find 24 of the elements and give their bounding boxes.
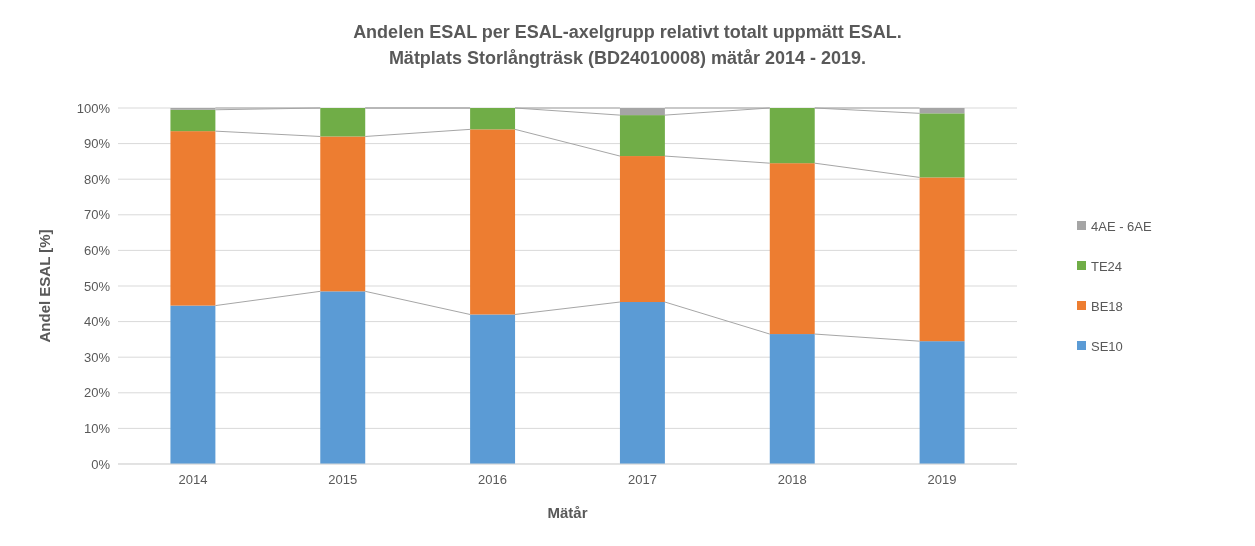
y-tick-label: 70%: [83, 207, 111, 223]
x-tick-label: 2015: [328, 472, 358, 487]
legend-label: BE18: [1091, 298, 1123, 314]
x-tick-label: 2018: [777, 472, 807, 487]
y-tick-label: 40%: [83, 314, 111, 330]
legend-label: SE10: [1091, 338, 1123, 354]
chart-title: Andelen ESAL per ESAL-axelgrupp relativt totalt uppmätt ESAL. Mätplats Storlångträsk (BD24010008) mätår 2014 - 2019.: [353, 22, 902, 68]
y-axis-title: Andel ESAL [%]: [36, 229, 53, 343]
legend-label: 4AE - 6AE: [1091, 218, 1153, 234]
y-tick-label: 60%: [83, 242, 111, 258]
legend-label: TE24: [1091, 258, 1123, 274]
x-tick-label: 2014: [178, 472, 208, 487]
x-tick-label: 2019: [927, 472, 957, 487]
y-tick-label: 50%: [83, 278, 111, 294]
y-tick-label: 80%: [83, 171, 111, 187]
x-tick-label: 2016: [478, 472, 508, 487]
y-tick-label: 90%: [83, 136, 111, 152]
y-tick-label: 100%: [76, 100, 111, 116]
x-axis-title: Mätår: [547, 504, 588, 521]
y-tick-label: 30%: [83, 349, 111, 365]
y-tick-label: 20%: [83, 385, 111, 401]
y-tick-label: 0%: [91, 456, 111, 472]
x-tick-label: 2017: [627, 472, 657, 487]
y-tick-label: 10%: [83, 420, 111, 436]
